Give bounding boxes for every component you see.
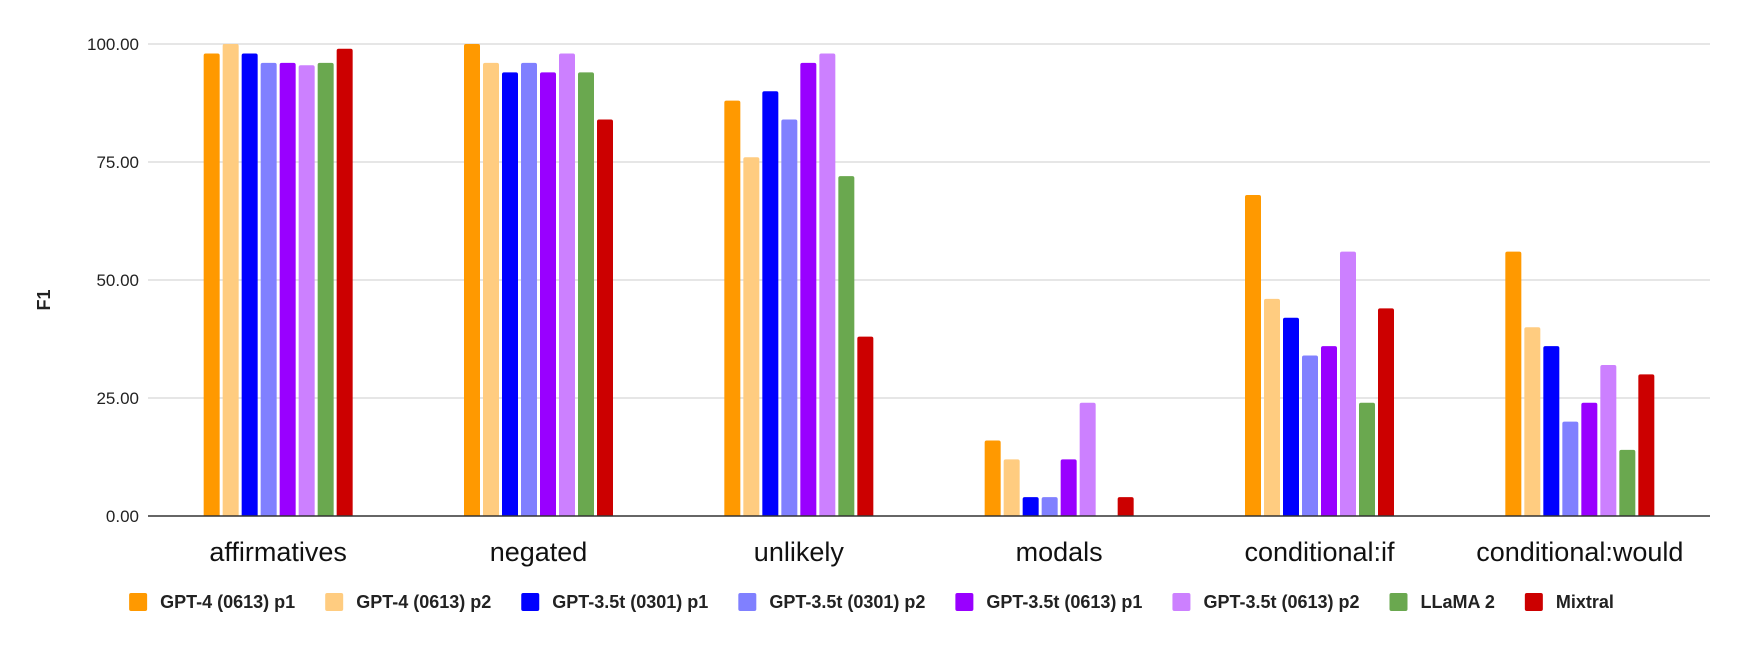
bar	[1581, 402, 1598, 516]
bar	[222, 44, 239, 516]
legend-swatch	[1389, 593, 1408, 611]
x-tick-label: conditional:if	[1244, 537, 1395, 567]
legend-swatch	[1172, 593, 1191, 611]
legend-label: GPT-4 (0613) p1	[160, 592, 295, 612]
legend-label: GPT-4 (0613) p2	[356, 592, 491, 612]
bar	[743, 157, 760, 516]
x-tick-label: unlikely	[754, 537, 845, 567]
legend: GPT-4 (0613) p1 GPT-4 (0613) p2 GPT-3.5t (…	[129, 592, 1614, 612]
bar	[984, 440, 1001, 516]
bar	[1638, 374, 1655, 516]
bar	[1543, 346, 1560, 516]
bar	[1283, 317, 1299, 516]
y-tick-label: 0.00	[106, 507, 139, 526]
y-tick-label: 100.00	[87, 35, 139, 54]
bar	[1245, 195, 1261, 517]
legend-item: GPT-3.5t (0613) p1	[955, 592, 1142, 612]
y-tick-label: 50.00	[96, 271, 139, 290]
bar	[724, 100, 741, 516]
bar	[781, 119, 798, 517]
bar	[1619, 449, 1636, 516]
legend-item: GPT-4 (0613) p2	[325, 592, 491, 612]
legend-label: GPT-3.5t (0301) p2	[769, 592, 925, 612]
bar	[1060, 459, 1077, 516]
bar	[1524, 327, 1541, 516]
bar	[819, 53, 836, 516]
bar	[597, 119, 613, 517]
y-tick-label: 75.00	[96, 153, 139, 172]
bar	[241, 53, 258, 516]
legend-item: GPT-3.5t (0301) p1	[521, 592, 708, 612]
gridlines	[148, 43, 1710, 399]
legend-swatch	[1524, 593, 1543, 611]
bar	[483, 62, 499, 516]
x-tick-label: affirmatives	[209, 537, 347, 567]
y-tick-label: 25.00	[96, 389, 139, 408]
bar	[317, 62, 334, 516]
bar	[838, 176, 855, 516]
y-axis-label: F1	[34, 289, 54, 310]
legend-swatch	[738, 593, 757, 611]
bar	[800, 62, 817, 516]
bar	[1117, 497, 1134, 516]
legend-item: Mixtral	[1524, 592, 1614, 612]
bar	[1022, 497, 1039, 516]
legend-swatch	[521, 593, 540, 611]
bar	[336, 48, 353, 516]
legend-item: GPT-3.5t (0613) p2	[1172, 592, 1360, 612]
legend-item: LLaMA 2	[1389, 592, 1495, 612]
bar	[1003, 459, 1020, 516]
x-tick-label: modals	[1016, 537, 1103, 567]
bar	[1378, 308, 1394, 516]
bar	[502, 72, 518, 516]
x-tick-label: conditional:would	[1476, 537, 1683, 567]
legend-label: GPT-3.5t (0613) p1	[986, 592, 1142, 612]
bar	[1321, 346, 1337, 516]
bar	[762, 91, 779, 516]
bar	[464, 44, 480, 516]
bar	[260, 62, 277, 516]
bars	[203, 44, 1655, 517]
bar	[1041, 497, 1058, 516]
legend-swatch	[955, 593, 974, 611]
legend-swatch	[325, 593, 344, 611]
bar	[1264, 298, 1280, 516]
legend-label: LLaMA 2	[1421, 592, 1495, 612]
legend-label: Mixtral	[1556, 592, 1614, 612]
bar	[279, 62, 296, 516]
legend-item: GPT-3.5t (0301) p2	[738, 592, 925, 612]
x-tick-label: negated	[490, 537, 588, 567]
bar	[203, 53, 220, 516]
bar	[298, 65, 315, 517]
bar	[578, 72, 594, 516]
bar	[857, 336, 874, 516]
bar	[559, 53, 575, 516]
bar	[540, 72, 556, 516]
legend-label: GPT-3.5t (0301) p1	[552, 592, 708, 612]
bar	[1302, 355, 1318, 516]
bar	[1340, 251, 1356, 516]
bar	[1600, 364, 1617, 516]
bar	[1562, 421, 1579, 516]
bar	[1505, 251, 1522, 516]
legend-label: GPT-3.5t (0613) p2	[1203, 592, 1359, 612]
bar	[521, 62, 537, 516]
bar	[1359, 402, 1375, 516]
axes: 0.00 25.00 50.00 75.00 100.00 affirmatives neg…	[87, 35, 1710, 567]
legend-item: GPT-4 (0613) p1	[129, 592, 295, 612]
bar	[1079, 402, 1096, 516]
legend-swatch	[129, 593, 148, 611]
